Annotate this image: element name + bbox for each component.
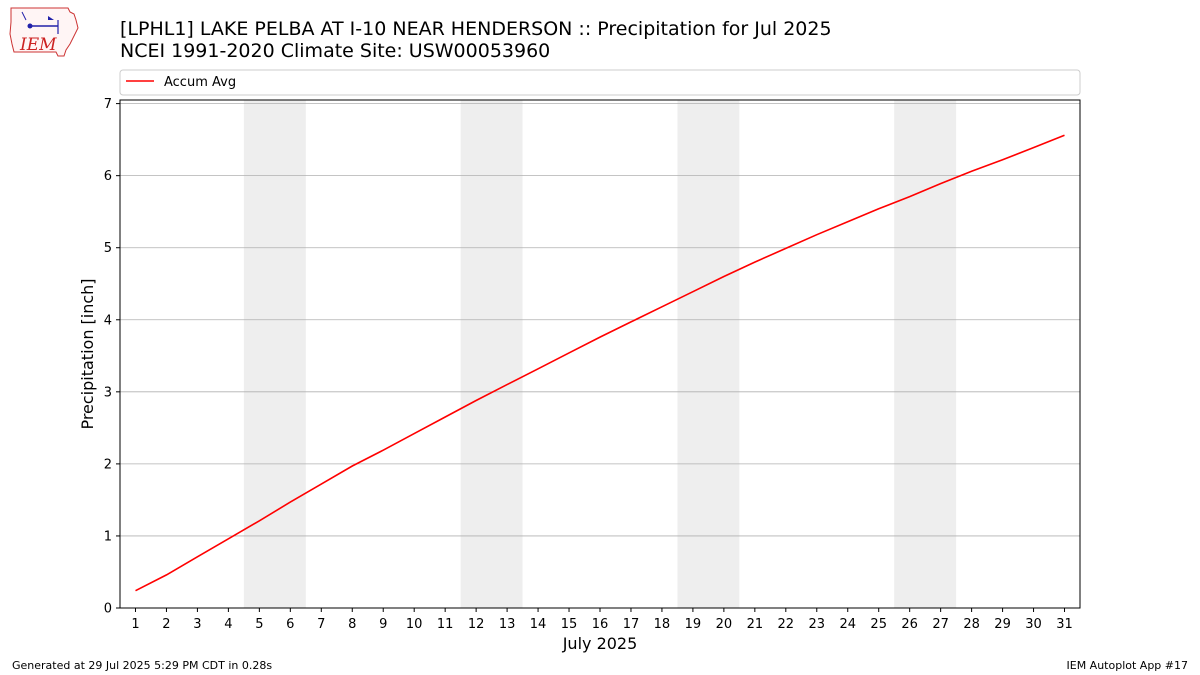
- x-tick-label: 14: [530, 617, 547, 632]
- legend-label: Accum Avg: [164, 75, 236, 90]
- x-tick-label: 23: [809, 617, 826, 632]
- x-tick-label: 25: [870, 617, 887, 632]
- x-tick-label: 9: [379, 617, 387, 632]
- y-tick-label: 7: [104, 97, 112, 112]
- x-tick-label: 16: [592, 617, 609, 632]
- x-tick-label: 28: [963, 617, 980, 632]
- y-tick-label: 6: [104, 169, 112, 184]
- x-tick-label: 4: [224, 617, 232, 632]
- x-tick-label: 13: [499, 617, 516, 632]
- y-tick-label: 0: [104, 602, 112, 617]
- x-tick-label: 15: [561, 617, 578, 632]
- y-tick-label: 5: [104, 241, 112, 256]
- y-tick-label: 4: [104, 313, 112, 328]
- x-tick-label: 19: [685, 617, 702, 632]
- x-tick-label: 12: [468, 617, 485, 632]
- x-tick-label: 1: [131, 617, 139, 632]
- x-tick-label: 21: [747, 617, 764, 632]
- x-tick-label: 7: [317, 617, 325, 632]
- weekend-shade: [243, 100, 306, 608]
- x-tick-label: 22: [778, 617, 795, 632]
- y-tick-label: 2: [104, 457, 112, 472]
- weekend-shade: [677, 100, 740, 608]
- x-tick-label: 31: [1056, 617, 1073, 632]
- x-tick-label: 29: [994, 617, 1011, 632]
- x-tick-label: 5: [255, 617, 263, 632]
- plot-frame: [119, 99, 1081, 609]
- x-tick-label: 26: [901, 617, 918, 632]
- x-tick-label: 24: [839, 617, 856, 632]
- footer-generated-text: Generated at 29 Jul 2025 5:29 PM CDT in …: [12, 659, 273, 672]
- svg-text:IEM: IEM: [19, 35, 57, 55]
- x-tick-label: 10: [406, 617, 423, 632]
- legend-box: [119, 69, 1081, 96]
- x-tick-label: 8: [348, 617, 356, 632]
- x-axis-label: July 2025: [562, 634, 638, 653]
- x-tick-label: 3: [193, 617, 201, 632]
- x-tick-label: 2: [162, 617, 170, 632]
- x-tick-label: 11: [437, 617, 454, 632]
- x-tick-label: 20: [716, 617, 733, 632]
- x-tick-label: 27: [932, 617, 949, 632]
- y-axis-label: Precipitation [inch]: [78, 278, 97, 429]
- weekend-shade: [894, 100, 957, 608]
- chart-subtitle: NCEI 1991-2020 Climate Site: USW00053960: [120, 40, 551, 62]
- iem-logo-icon: IEM: [8, 6, 80, 60]
- weekend-shade: [460, 100, 523, 608]
- series-line-accum-avg: [135, 134, 1065, 592]
- chart-title: [LPHL1] LAKE PELBA AT I-10 NEAR HENDERSO…: [120, 18, 832, 40]
- y-tick-label: 1: [104, 529, 112, 544]
- x-tick-label: 17: [623, 617, 640, 632]
- y-tick-label: 3: [104, 385, 112, 400]
- x-tick-label: 18: [654, 617, 671, 632]
- x-tick-label: 6: [286, 617, 294, 632]
- footer-app-label: IEM Autoplot App #17: [1066, 659, 1189, 672]
- x-tick-label: 30: [1025, 617, 1042, 632]
